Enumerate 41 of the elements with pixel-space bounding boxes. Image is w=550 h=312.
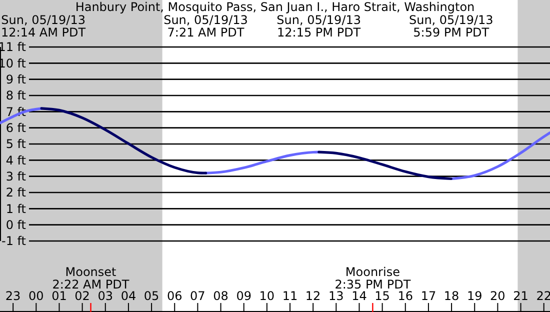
text: Sun, 05/19/13 12:14 AM PDT — [1, 13, 86, 40]
x-tick-label: 19 — [466, 289, 482, 303]
x-tick-label: 22 — [536, 289, 550, 303]
y-tick-label: 1 ft — [6, 202, 26, 216]
x-tick-label: 23 — [5, 289, 21, 303]
x-tick-label: 17 — [420, 289, 436, 303]
ref-line-label: Moonset 2:22 AM PDT — [52, 265, 130, 292]
y-tick-label: 0 ft — [6, 218, 26, 232]
x-tick-label: 14 — [352, 289, 367, 303]
x-tick-label: 07 — [190, 289, 206, 303]
text: Sun, 05/19/13 5:59 PM PDT — [408, 13, 494, 40]
x-tick-label: 02 — [74, 289, 90, 303]
y-tick-label: 5 ft — [6, 137, 26, 152]
y-tick-label: 6 ft — [6, 121, 26, 136]
chart-title: Hanbury Point, Mosquito Pass, San Juan I., Haro Strait, Washington — [75, 0, 475, 14]
x-tick-label: 15 — [374, 289, 390, 303]
x-tick-label: 13 — [328, 289, 344, 303]
x-tick-label: 06 — [166, 289, 182, 303]
y-tick-label: 2 ft — [6, 186, 26, 200]
x-tick-label: 10 — [259, 289, 275, 303]
x-tick-label: 21 — [513, 289, 528, 303]
x-tick-label: 04 — [120, 289, 136, 303]
x-tick-label: 08 — [213, 289, 228, 303]
y-tick-label: 4 ft — [6, 153, 26, 168]
x-tick-label: 00 — [28, 289, 44, 303]
x-tick-label: 09 — [236, 289, 252, 303]
y-tick-label: -1 ft — [2, 234, 26, 248]
x-tick-label: 11 — [282, 289, 298, 303]
x-tick-label: 18 — [444, 289, 460, 303]
x-tick-label: 12 — [305, 289, 321, 303]
x-tick-label: 01 — [52, 289, 67, 303]
ref-line-label: Moonrise 2:35 PM PDT — [334, 265, 412, 292]
x-tick-label: 03 — [98, 289, 114, 303]
y-tick-label: 8 ft — [6, 88, 26, 103]
y-tick-label: 9 ft — [6, 72, 26, 87]
text: Sun, 05/19/13 7:21 AM PDT — [164, 13, 248, 40]
x-tick-label: 20 — [490, 289, 506, 303]
text: Sun, 05/19/13 12:15 PM PDT — [276, 13, 362, 40]
y-tick-label: 3 ft — [6, 170, 26, 184]
x-tick-label: 05 — [144, 289, 160, 303]
x-tick-label: 16 — [398, 289, 414, 303]
